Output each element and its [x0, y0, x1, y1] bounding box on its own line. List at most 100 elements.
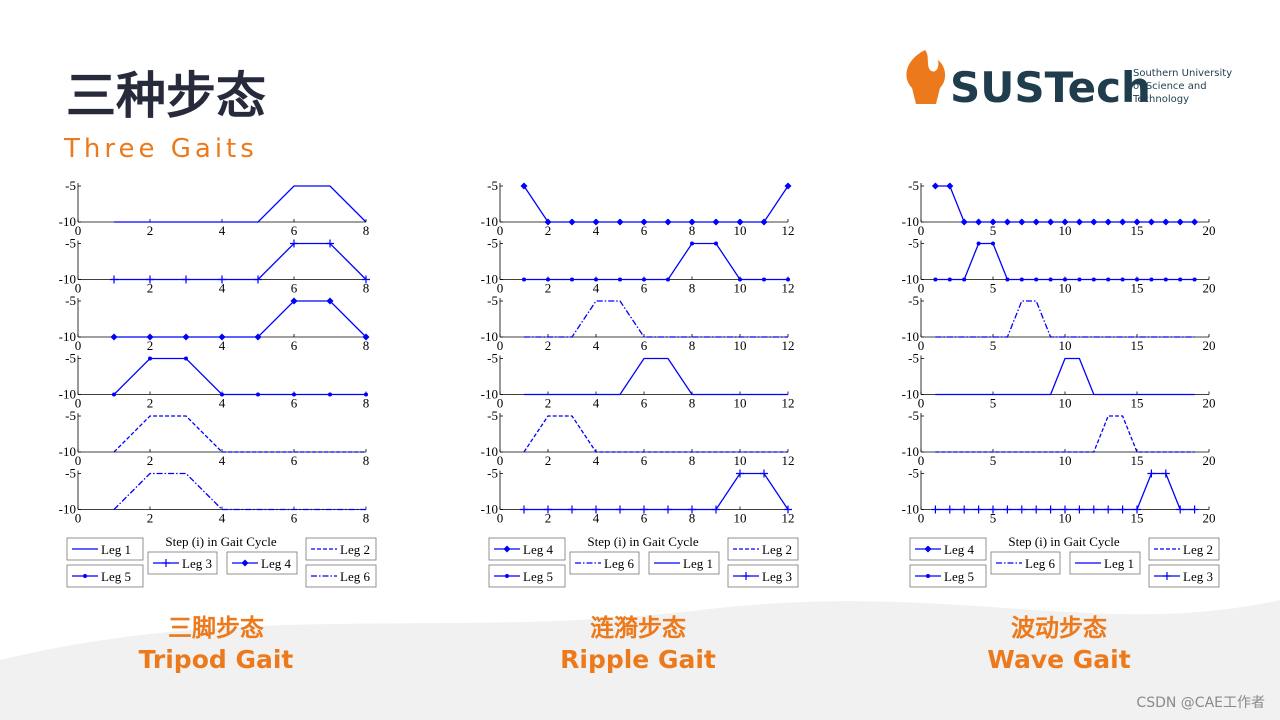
x-tick-label: 6	[641, 223, 648, 238]
x-tick-label: 8	[689, 223, 696, 238]
marker	[1147, 469, 1156, 478]
marker	[1147, 218, 1155, 226]
legend-box	[990, 551, 1061, 575]
marker	[522, 277, 526, 282]
marker	[592, 218, 600, 226]
marker	[146, 333, 154, 341]
slide-subtitle: Three Gaits	[63, 134, 258, 164]
marker	[568, 218, 576, 226]
x-tick-label: 4	[219, 223, 226, 238]
logo-flame	[906, 50, 946, 104]
marker	[1003, 218, 1011, 226]
marker	[1063, 277, 1067, 282]
marker	[712, 505, 720, 514]
series-line	[524, 357, 788, 396]
marker	[974, 505, 983, 514]
marker	[736, 469, 744, 478]
x-tick-label: 8	[689, 453, 696, 468]
marker	[1120, 277, 1125, 282]
series-line	[524, 242, 788, 281]
y-tick-label: -10	[481, 387, 498, 402]
x-tick-label: 10	[734, 511, 747, 526]
marker	[1163, 277, 1168, 282]
marker	[1135, 277, 1139, 282]
marker	[1046, 505, 1055, 514]
x-tick-label: 12	[782, 281, 795, 296]
legend-box	[569, 551, 640, 575]
x-tick-label: 15	[1131, 281, 1144, 296]
marker	[960, 505, 969, 514]
x-tick-label: 6	[291, 223, 298, 238]
legend-label: Leg 3	[1183, 569, 1213, 584]
marker	[83, 574, 87, 578]
y-tick-label: -5	[65, 178, 76, 193]
marker	[989, 218, 997, 226]
marker	[546, 277, 550, 282]
marker	[640, 505, 648, 514]
x-tick-label: 0	[75, 511, 82, 526]
x-tick-label: 10	[1059, 223, 1072, 238]
legend-label: Leg 6	[1025, 556, 1055, 571]
logo-tagline: Southern University	[1133, 68, 1232, 79]
y-tick-label: -5	[908, 466, 919, 481]
marker	[736, 218, 744, 226]
x-tick-label: 10	[1059, 396, 1072, 411]
x-tick-label: 2	[545, 281, 552, 296]
marker	[1192, 277, 1197, 282]
chart-title: 三脚步态	[168, 614, 264, 642]
marker	[148, 356, 152, 361]
marker	[664, 218, 672, 226]
x-axis-label: Step (i) in Gait Cycle	[1008, 534, 1119, 549]
marker	[290, 297, 298, 305]
series-line	[523, 415, 788, 453]
x-tick-label: 4	[593, 453, 600, 468]
marker	[568, 505, 576, 514]
marker	[503, 545, 511, 553]
marker	[690, 241, 694, 246]
legend-label: Leg 6	[340, 569, 370, 584]
y-tick-label: -5	[487, 236, 498, 251]
marker	[784, 505, 792, 514]
marker	[616, 218, 624, 226]
marker	[688, 218, 696, 226]
x-tick-label: 0	[497, 396, 504, 411]
y-tick-label: -10	[481, 329, 498, 344]
x-tick-label: 0	[75, 453, 82, 468]
x-tick-label: 10	[1059, 511, 1072, 526]
marker	[947, 277, 952, 282]
marker	[933, 277, 938, 282]
chart-title: 涟漪步态	[590, 614, 686, 642]
x-tick-label: 20	[1203, 511, 1216, 526]
y-tick-label: -10	[902, 272, 919, 287]
x-tick-label: 10	[1059, 281, 1072, 296]
x-tick-label: 20	[1203, 223, 1216, 238]
marker	[1178, 277, 1183, 282]
y-tick-label: -10	[902, 502, 919, 517]
marker	[926, 574, 930, 578]
marker	[112, 392, 116, 397]
marker	[945, 505, 954, 514]
y-tick-label: -10	[481, 502, 498, 517]
x-tick-label: 2	[147, 338, 154, 353]
legend-label: Leg 1	[101, 542, 131, 557]
chart-subtitle: Tripod Gait	[139, 645, 294, 674]
marker	[520, 182, 528, 190]
y-tick-label: -5	[908, 293, 919, 308]
logo-name: SUSTech	[950, 63, 1151, 112]
marker	[762, 277, 766, 282]
x-tick-label: 8	[363, 223, 370, 238]
y-tick-label: -10	[59, 272, 76, 287]
marker	[714, 241, 718, 246]
marker	[1077, 277, 1082, 282]
x-tick-label: 8	[363, 453, 370, 468]
marker	[1075, 218, 1083, 226]
marker	[1163, 572, 1171, 580]
x-tick-label: 2	[147, 223, 154, 238]
marker	[1032, 218, 1040, 226]
x-tick-label: 2	[545, 223, 552, 238]
y-tick-label: -10	[59, 444, 76, 459]
legend-box	[305, 564, 377, 588]
legend-label: Leg 3	[182, 556, 212, 571]
marker	[162, 559, 170, 567]
background-wave	[0, 600, 1280, 720]
